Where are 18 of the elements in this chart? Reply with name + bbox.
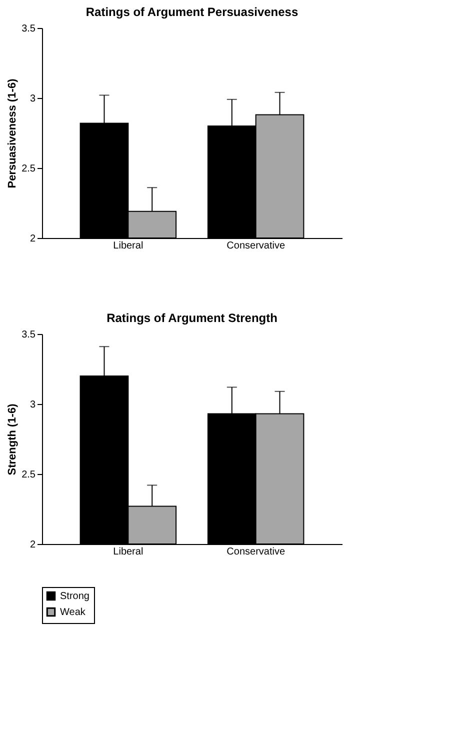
y-tick-label: 2.5: [22, 470, 36, 480]
y-tick-label: 3: [30, 400, 36, 410]
chart-title: Ratings of Argument Strength: [106, 311, 278, 325]
x-tick-label: Liberal: [113, 546, 144, 558]
legend-label: Strong: [60, 591, 90, 602]
y-tick-label: 3: [30, 94, 36, 104]
y-tick-label: 2.5: [22, 164, 36, 174]
x-tick-label: Conservative: [226, 240, 286, 252]
y-axis-title: Strength (1-6): [6, 403, 19, 476]
y-tick-label: 3.5: [22, 24, 36, 34]
y-tick-label: 2: [30, 234, 36, 244]
y-axis-title: Persuasiveness (1-6): [6, 78, 19, 188]
x-tick-label: Liberal: [113, 240, 144, 252]
x-tick-label: Conservative: [226, 546, 286, 558]
chart-title: Ratings of Argument Persuasiveness: [86, 5, 298, 19]
y-tick-label: 3.5: [22, 330, 36, 340]
legend-label: Weak: [60, 607, 86, 618]
y-tick-label: 2: [30, 540, 36, 550]
